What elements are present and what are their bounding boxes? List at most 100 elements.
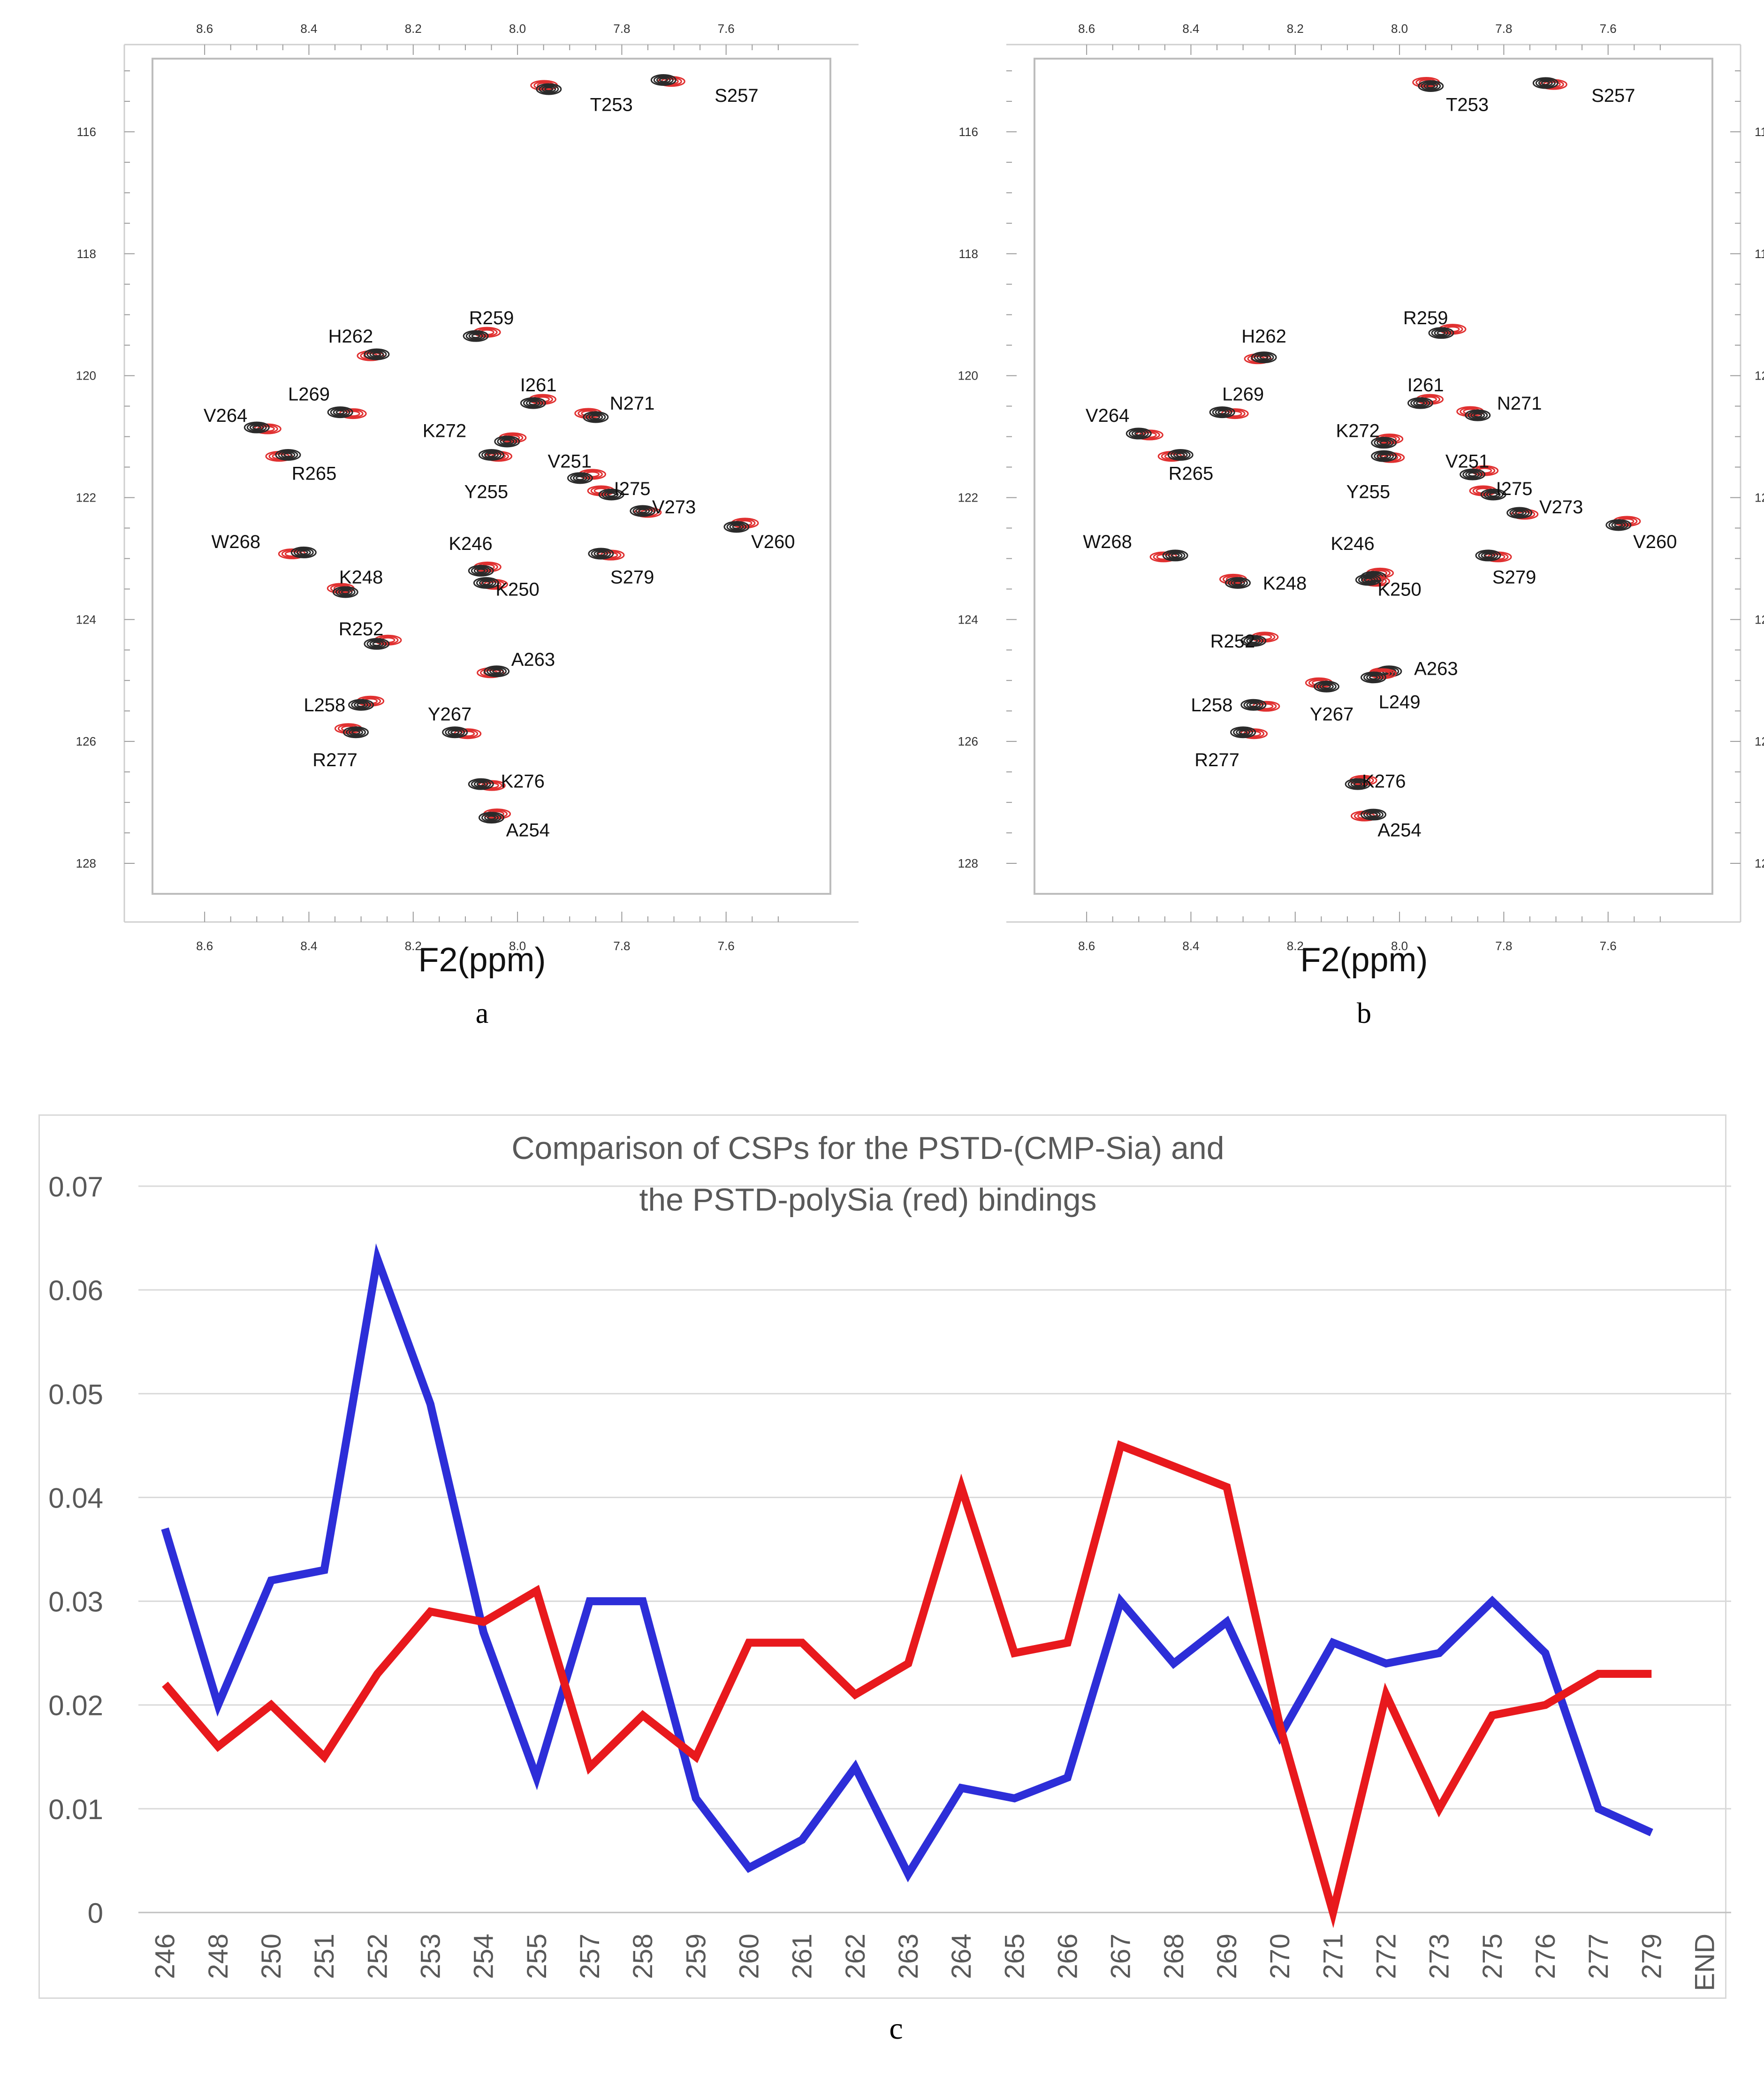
peak-contour-black bbox=[1173, 451, 1188, 459]
y-tick-label: 124 bbox=[76, 612, 96, 626]
peak-contour-black bbox=[1515, 510, 1524, 515]
peak-label: V251 bbox=[1445, 451, 1489, 472]
peak-contour-black bbox=[299, 550, 308, 555]
peak-contour-black bbox=[479, 449, 504, 461]
peak-contour-black bbox=[1407, 397, 1434, 409]
peak-label: V264 bbox=[1086, 405, 1129, 426]
peak-contour-black bbox=[364, 348, 390, 360]
peak-contour-black bbox=[497, 436, 517, 446]
y-tick-label-right: 122 bbox=[1755, 490, 1764, 504]
peak-contour-black bbox=[1363, 672, 1384, 682]
x-tick-label-top: 8.0 bbox=[1391, 22, 1408, 36]
peak-contour-black bbox=[1233, 580, 1242, 586]
peak-k246 bbox=[468, 561, 502, 577]
peak-contour-black bbox=[525, 399, 540, 407]
x-tick-label-top: 7.6 bbox=[1600, 22, 1617, 36]
y-tick-label: 118 bbox=[77, 247, 96, 261]
peak-contour-black bbox=[1249, 702, 1258, 708]
peak-contour-black bbox=[1233, 727, 1254, 737]
y-tick-label-right: 124 bbox=[1755, 612, 1764, 626]
peak-k248 bbox=[327, 583, 358, 598]
x-tick-label-top: 7.8 bbox=[613, 22, 630, 36]
peak-contour-black bbox=[1538, 79, 1553, 87]
peak-contour-black bbox=[327, 406, 353, 419]
peak-contour-black bbox=[539, 84, 559, 94]
peak-contour-black bbox=[729, 523, 744, 531]
peak-s279 bbox=[588, 548, 625, 561]
peak-label: R277 bbox=[1194, 750, 1239, 770]
y-tick-label: 116 bbox=[77, 125, 96, 139]
peak-contour-black bbox=[588, 413, 603, 421]
peak-v251 bbox=[1460, 465, 1499, 480]
x-tick-label-bottom: 7.6 bbox=[1600, 939, 1617, 953]
peak-label: Y267 bbox=[1310, 704, 1353, 725]
spectrum-frame bbox=[152, 58, 831, 895]
peak-s279 bbox=[1475, 549, 1512, 563]
peak-label: S257 bbox=[1591, 85, 1635, 106]
y-tick-label-right: 120 bbox=[1755, 369, 1764, 383]
peak-contour-black bbox=[541, 85, 556, 93]
peak-contour-black bbox=[1369, 675, 1378, 680]
peak-contour-black bbox=[1128, 429, 1149, 439]
peak-contour-black bbox=[296, 549, 311, 556]
peak-l269 bbox=[1209, 406, 1249, 419]
peak-v273 bbox=[1506, 507, 1539, 520]
peak-w268 bbox=[278, 546, 317, 559]
peak-contour-black bbox=[1379, 454, 1389, 459]
y-tick-label: 122 bbox=[76, 490, 96, 504]
y-tick-label: 126 bbox=[958, 734, 978, 748]
peak-contour-black bbox=[1486, 491, 1501, 498]
peak-contour-black bbox=[1240, 699, 1267, 711]
peak-contour-black bbox=[357, 702, 366, 708]
peak-contour-black bbox=[338, 588, 353, 596]
peak-contour-black bbox=[1134, 431, 1143, 436]
y-tick-label: 120 bbox=[76, 369, 96, 383]
peak-label: I261 bbox=[520, 375, 557, 396]
peak-contour-black bbox=[283, 452, 293, 457]
peak-contour-black bbox=[278, 450, 298, 460]
peak-label: K246 bbox=[1331, 533, 1374, 554]
x-tick-label-top: 8.6 bbox=[196, 22, 213, 36]
peak-contour-black bbox=[1347, 779, 1368, 789]
peak-label: L258 bbox=[304, 695, 345, 716]
x-tick-label-bottom: 8.2 bbox=[1287, 939, 1304, 953]
peak-contour-black bbox=[1431, 328, 1452, 338]
peak-contour-black bbox=[487, 666, 507, 676]
peak-contour-black bbox=[1509, 508, 1530, 518]
peak-label: T253 bbox=[1446, 94, 1489, 115]
peak-contour-black bbox=[463, 330, 489, 342]
peak-contour-black bbox=[638, 509, 647, 514]
peak-contour-black bbox=[1428, 327, 1454, 339]
peak-contour-black bbox=[479, 579, 494, 587]
peak-contour-black bbox=[575, 475, 585, 480]
peak-contour-black bbox=[349, 729, 363, 736]
x-tick-label-bottom: 8.0 bbox=[1391, 939, 1408, 953]
peak-l269 bbox=[327, 406, 367, 419]
peak-contour-black bbox=[585, 412, 606, 422]
peak-k248 bbox=[1219, 573, 1251, 589]
peak-contour-black bbox=[290, 546, 317, 558]
peak-a263 bbox=[477, 665, 510, 678]
peak-contour-black bbox=[246, 423, 267, 433]
peak-contour-black bbox=[607, 492, 616, 497]
peak-contour-black bbox=[588, 548, 614, 560]
peak-label: V251 bbox=[548, 451, 592, 472]
peak-label: H262 bbox=[328, 326, 373, 347]
peak-contour-black bbox=[369, 350, 384, 358]
peak-r277 bbox=[335, 723, 369, 739]
peak-contour-black bbox=[484, 665, 510, 678]
peak-contour-black bbox=[656, 76, 671, 84]
peak-contour-black bbox=[484, 814, 499, 822]
peak-label: Y255 bbox=[1346, 481, 1390, 502]
peak-contour-black bbox=[1361, 576, 1376, 584]
peak-label: L269 bbox=[1222, 384, 1264, 405]
peak-contour-black bbox=[1410, 398, 1431, 408]
peak-contour-black bbox=[442, 726, 468, 739]
peak-n271 bbox=[1456, 406, 1491, 421]
peak-v251 bbox=[567, 469, 606, 484]
y-tick-label: 120 bbox=[958, 369, 978, 383]
peak-contour-black bbox=[1541, 80, 1550, 85]
peak-label: N271 bbox=[610, 393, 655, 414]
peak-contour-black bbox=[471, 779, 491, 789]
peak-contour-black bbox=[1371, 450, 1397, 462]
